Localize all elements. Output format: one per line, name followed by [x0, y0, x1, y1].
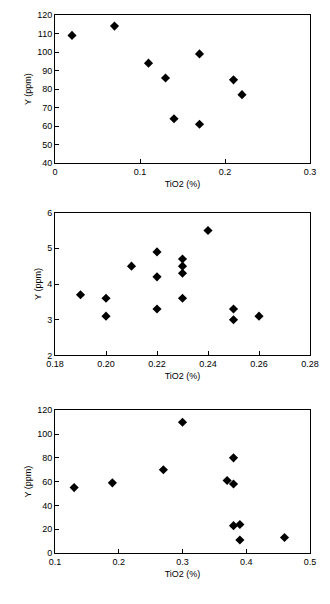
- svg-text:0.24: 0.24: [199, 359, 217, 369]
- svg-text:0.1: 0.1: [49, 557, 62, 567]
- svg-text:Y (ppm): Y (ppm): [23, 73, 33, 105]
- svg-text:0.5: 0.5: [304, 557, 317, 567]
- svg-text:4: 4: [47, 279, 52, 289]
- svg-text:TiO2 (%): TiO2 (%): [165, 371, 201, 381]
- svg-text:80: 80: [42, 84, 52, 94]
- svg-text:0.2: 0.2: [112, 557, 125, 567]
- svg-text:0.22: 0.22: [148, 359, 166, 369]
- svg-text:120: 120: [37, 405, 52, 415]
- svg-text:40: 40: [42, 158, 52, 168]
- svg-text:120: 120: [37, 10, 52, 20]
- svg-text:0.3: 0.3: [304, 167, 317, 177]
- svg-text:100: 100: [37, 47, 52, 57]
- svg-text:0.20: 0.20: [97, 359, 115, 369]
- svg-text:60: 60: [42, 477, 52, 487]
- svg-text:0.18: 0.18: [46, 359, 64, 369]
- svg-text:80: 80: [42, 453, 52, 463]
- svg-text:0: 0: [52, 167, 57, 177]
- svg-text:110: 110: [38, 29, 52, 39]
- svg-text:6: 6: [47, 208, 52, 218]
- svg-text:2: 2: [47, 351, 52, 361]
- svg-text:Y (ppm): Y (ppm): [23, 466, 33, 498]
- svg-text:0.4: 0.4: [240, 557, 253, 567]
- svg-text:TiO2 (%): TiO2 (%): [165, 569, 201, 579]
- svg-text:100: 100: [37, 429, 52, 439]
- svg-text:20: 20: [42, 524, 52, 534]
- svg-text:70: 70: [42, 103, 52, 113]
- svg-text:0.26: 0.26: [250, 359, 268, 369]
- svg-text:3: 3: [47, 315, 52, 325]
- svg-text:0.3: 0.3: [176, 557, 189, 567]
- svg-text:5: 5: [47, 243, 52, 253]
- svg-text:Y (ppm): Y (ppm): [33, 268, 43, 300]
- svg-text:50: 50: [42, 140, 52, 150]
- svg-text:0: 0: [47, 548, 52, 558]
- svg-text:60: 60: [42, 121, 52, 131]
- svg-text:40: 40: [42, 501, 52, 511]
- svg-text:TiO2 (%): TiO2 (%): [165, 179, 201, 189]
- svg-text:0.1: 0.1: [134, 167, 147, 177]
- svg-text:0.2: 0.2: [219, 167, 232, 177]
- svg-text:90: 90: [42, 66, 52, 76]
- svg-text:0.28: 0.28: [301, 359, 319, 369]
